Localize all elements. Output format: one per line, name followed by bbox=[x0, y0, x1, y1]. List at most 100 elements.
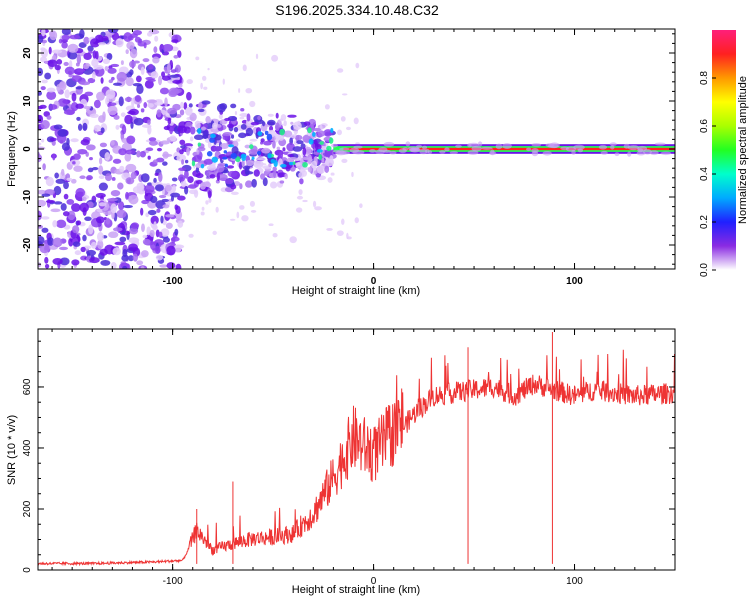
signal-blob bbox=[216, 103, 226, 113]
signal-blob bbox=[244, 166, 250, 176]
signal-blob bbox=[273, 160, 278, 167]
noise-blob bbox=[72, 161, 76, 165]
noise-blob bbox=[128, 243, 138, 252]
noise-blob bbox=[40, 47, 46, 51]
noise-blob bbox=[239, 116, 245, 120]
noise-blob bbox=[160, 215, 164, 224]
noise-blob bbox=[162, 237, 171, 243]
noise-blob bbox=[46, 115, 52, 120]
noise-blob bbox=[162, 153, 173, 158]
signal-blob bbox=[287, 153, 294, 158]
noise-blob bbox=[156, 109, 162, 118]
noise-blob bbox=[195, 56, 200, 61]
noise-blob bbox=[249, 138, 258, 142]
noise-blob bbox=[46, 87, 56, 93]
noise-blob bbox=[112, 247, 122, 256]
noise-blob bbox=[74, 250, 82, 256]
noise-blob bbox=[141, 223, 145, 232]
noise-blob bbox=[110, 140, 115, 146]
noise-blob bbox=[337, 68, 344, 73]
noise-blob bbox=[110, 203, 117, 214]
spectrogram-area bbox=[38, 29, 675, 269]
noise-blob bbox=[75, 86, 84, 90]
noise-blob bbox=[63, 61, 69, 67]
noise-blob bbox=[143, 184, 155, 193]
noise-blob bbox=[123, 204, 133, 209]
y-tick-label: 200 bbox=[22, 500, 33, 517]
noise-blob bbox=[129, 48, 138, 59]
noise-blob bbox=[166, 245, 176, 256]
noise-blob bbox=[162, 43, 174, 52]
band-blob bbox=[610, 145, 615, 150]
noise-blob bbox=[55, 219, 67, 229]
signal-blob bbox=[211, 156, 219, 163]
noise-blob bbox=[130, 171, 137, 180]
signal-blob bbox=[193, 189, 199, 198]
noise-blob bbox=[140, 173, 150, 183]
band-blob bbox=[502, 143, 512, 150]
noise-blob bbox=[124, 114, 133, 125]
noise-blob bbox=[54, 64, 61, 71]
noise-blob bbox=[77, 148, 88, 155]
noise-blob bbox=[340, 116, 346, 122]
noise-blob bbox=[63, 193, 69, 200]
noise-blob bbox=[155, 184, 164, 192]
band-blob bbox=[654, 142, 666, 146]
signal-blob bbox=[324, 165, 330, 173]
noise-blob bbox=[141, 250, 149, 258]
noise-blob bbox=[110, 262, 117, 269]
noise-blob bbox=[250, 209, 257, 213]
signal-blob bbox=[256, 157, 266, 161]
signal-blob bbox=[330, 127, 334, 134]
noise-blob bbox=[171, 88, 182, 94]
noise-blob bbox=[136, 104, 141, 108]
noise-blob bbox=[146, 31, 153, 37]
noise-blob bbox=[128, 255, 134, 262]
signal-blob bbox=[188, 103, 193, 108]
signal-blob bbox=[307, 127, 312, 134]
noise-blob bbox=[153, 221, 157, 230]
signal-blob bbox=[268, 163, 272, 168]
signal-blob bbox=[316, 148, 323, 153]
noise-blob bbox=[150, 195, 158, 204]
noise-blob bbox=[61, 34, 70, 41]
band-blob bbox=[383, 141, 395, 147]
signal-blob bbox=[276, 146, 281, 151]
noise-blob bbox=[41, 227, 49, 233]
signal-blob bbox=[324, 132, 330, 136]
noise-blob bbox=[54, 172, 59, 179]
x-tick-label: 0 bbox=[371, 576, 377, 587]
noise-blob bbox=[53, 185, 62, 196]
band-blob bbox=[405, 141, 411, 147]
band-blob bbox=[352, 149, 365, 155]
signal-blob bbox=[240, 108, 245, 112]
noise-blob bbox=[71, 92, 77, 102]
signal-blob bbox=[249, 144, 254, 150]
signal-blob bbox=[274, 122, 280, 132]
signal-blob bbox=[200, 126, 207, 131]
noise-blob bbox=[56, 59, 63, 65]
signal-blob bbox=[222, 131, 233, 137]
band-blob bbox=[481, 146, 493, 150]
noise-blob bbox=[336, 129, 342, 136]
noise-blob bbox=[63, 181, 69, 190]
noise-blob bbox=[89, 257, 100, 264]
signal-blob bbox=[318, 153, 322, 161]
noise-blob bbox=[177, 50, 182, 58]
noise-blob bbox=[67, 43, 79, 53]
noise-blob bbox=[80, 246, 86, 253]
band-blob bbox=[609, 142, 617, 147]
noise-blob bbox=[38, 262, 42, 268]
signal-blob bbox=[244, 144, 251, 149]
noise-blob bbox=[150, 215, 159, 225]
noise-blob bbox=[152, 159, 158, 165]
noise-blob bbox=[169, 135, 177, 142]
signal-blob bbox=[299, 178, 304, 185]
noise-blob bbox=[336, 230, 344, 237]
signal-blob bbox=[241, 159, 246, 168]
band-blob bbox=[375, 149, 385, 155]
noise-blob bbox=[169, 74, 180, 78]
noise-blob bbox=[312, 200, 317, 208]
noise-blob bbox=[47, 237, 54, 246]
